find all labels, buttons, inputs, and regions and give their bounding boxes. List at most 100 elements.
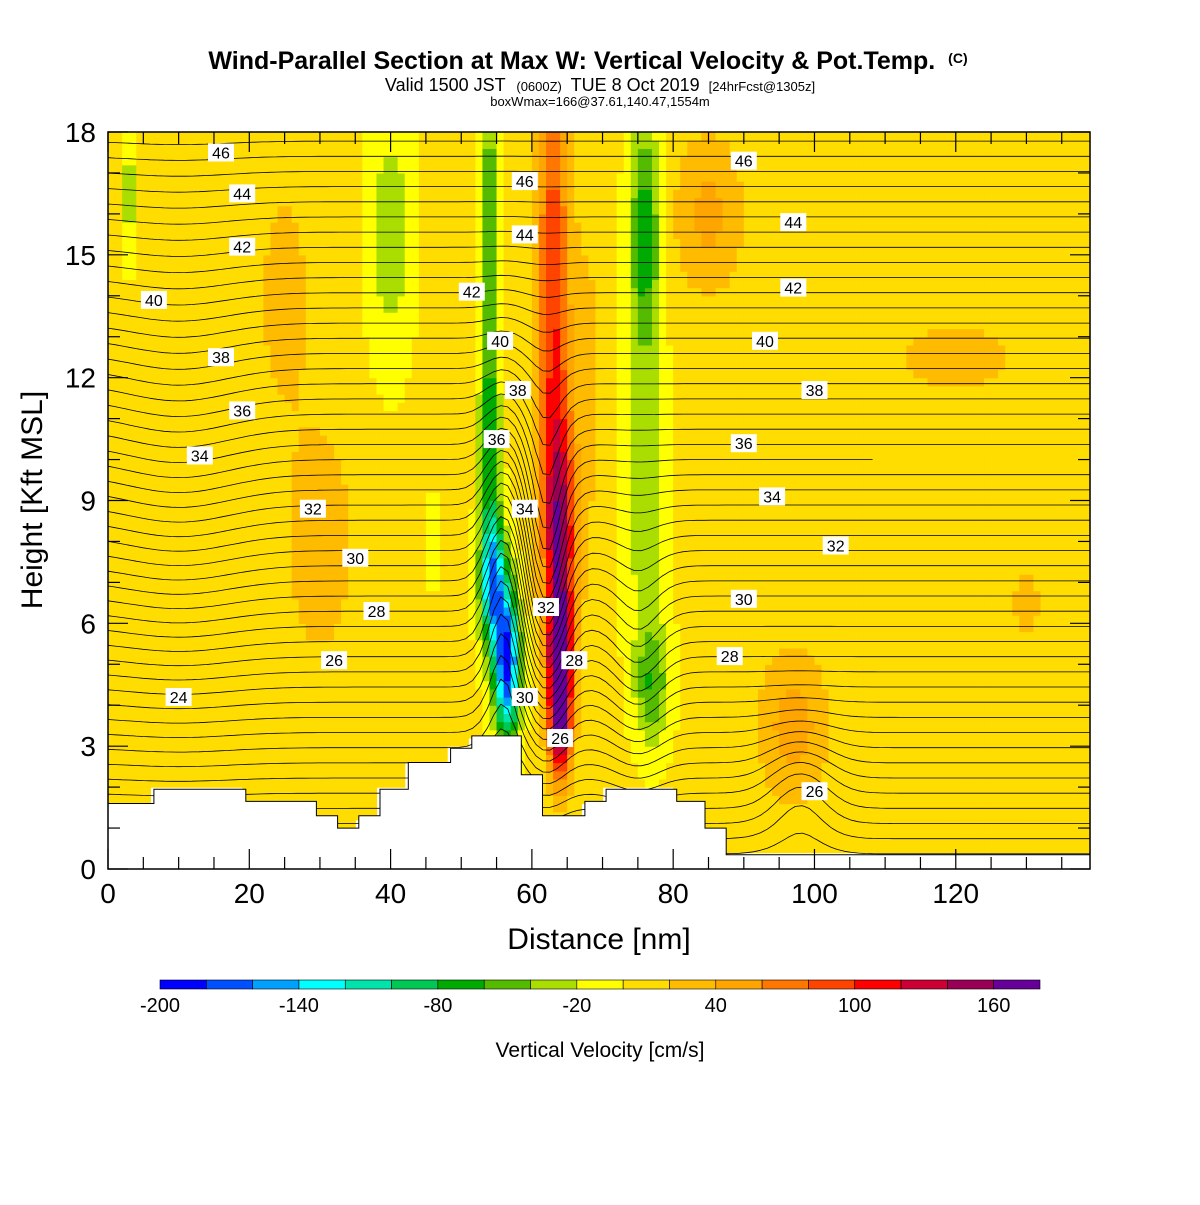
field-cell xyxy=(171,484,180,493)
field-cell xyxy=(461,664,469,674)
field-cell xyxy=(312,189,321,199)
field-cell xyxy=(538,541,547,551)
field-cell xyxy=(199,566,208,575)
field-cell xyxy=(115,664,123,674)
field-cell xyxy=(192,746,201,755)
field-cell xyxy=(192,549,201,559)
field-cell xyxy=(143,664,151,674)
field-cell xyxy=(249,647,257,657)
field-cell xyxy=(432,672,441,682)
field-cell xyxy=(171,516,180,526)
field-cell xyxy=(468,222,476,231)
field-cell xyxy=(185,574,194,583)
field-cell xyxy=(383,132,392,141)
field-cell xyxy=(524,672,533,682)
field-cell xyxy=(404,582,413,592)
field-cell xyxy=(136,328,144,338)
field-cell xyxy=(108,705,116,715)
field-cell xyxy=(164,402,173,412)
field-cell xyxy=(164,484,173,493)
field-cell xyxy=(397,697,406,706)
field-cell xyxy=(199,647,208,657)
field-cell xyxy=(263,402,272,412)
field-cell xyxy=(517,623,526,633)
field-cell xyxy=(355,631,363,641)
field-cell xyxy=(178,631,187,641)
field-cell xyxy=(122,778,130,788)
field-cell xyxy=(383,459,392,469)
field-cell xyxy=(383,156,392,166)
field-cell xyxy=(397,623,406,633)
field-cell xyxy=(468,647,476,657)
field-cell xyxy=(327,132,335,141)
field-cell xyxy=(228,762,236,772)
field-cell xyxy=(235,590,243,600)
field-cell xyxy=(235,631,243,641)
field-cell xyxy=(150,606,159,616)
field-cell xyxy=(178,615,187,624)
field-cell xyxy=(510,549,519,559)
field-cell xyxy=(178,582,187,592)
field-cell xyxy=(263,525,272,534)
field-cell xyxy=(164,238,173,248)
field-cell xyxy=(440,615,448,624)
field-cell xyxy=(418,361,427,371)
field-cell xyxy=(235,369,243,379)
field-cell xyxy=(355,312,363,321)
field-cell xyxy=(482,303,491,313)
field-cell xyxy=(503,475,512,485)
field-cell xyxy=(108,729,116,739)
field-cell xyxy=(362,402,370,412)
field-cell xyxy=(298,656,307,665)
field-cell xyxy=(404,410,413,420)
field-cell xyxy=(524,426,533,436)
field-cell xyxy=(546,615,554,624)
field-cell xyxy=(270,410,279,420)
field-cell xyxy=(249,353,257,362)
field-cell xyxy=(468,500,476,510)
field-cell xyxy=(270,664,279,674)
field-cell xyxy=(284,205,293,215)
field-cell xyxy=(157,475,166,485)
field-cell xyxy=(369,156,378,166)
field-cell xyxy=(327,533,335,543)
field-cell xyxy=(531,680,540,690)
field-cell xyxy=(418,475,427,485)
field-cell xyxy=(164,385,173,395)
field-cell xyxy=(334,688,342,698)
field-cell xyxy=(115,697,123,706)
field-cell xyxy=(369,410,378,420)
field-cell xyxy=(538,639,547,649)
field-cell xyxy=(362,541,370,551)
field-cell xyxy=(348,140,356,149)
field-cell xyxy=(284,672,293,682)
field-cell xyxy=(115,459,123,469)
field-cell xyxy=(150,557,159,567)
field-cell xyxy=(496,197,505,207)
field-cell xyxy=(221,721,229,731)
field-cell xyxy=(249,279,257,289)
field-cell xyxy=(263,426,272,436)
field-cell xyxy=(178,778,187,788)
field-cell xyxy=(284,394,293,403)
field-cell xyxy=(164,254,173,264)
field-cell xyxy=(122,222,130,231)
field-cell xyxy=(546,803,554,813)
field-cell xyxy=(122,762,130,772)
field-cell xyxy=(249,492,257,502)
field-cell xyxy=(213,197,222,207)
field-cell xyxy=(270,426,279,436)
field-cell xyxy=(531,623,540,633)
field-cell xyxy=(447,434,455,444)
field-cell xyxy=(538,721,547,731)
field-cell xyxy=(327,279,335,289)
field-cell xyxy=(489,729,498,739)
field-cell xyxy=(213,303,222,313)
field-cell xyxy=(213,287,222,297)
field-cell xyxy=(249,705,257,715)
field-cell xyxy=(270,631,279,641)
field-cell xyxy=(397,140,406,149)
field-cell xyxy=(263,181,272,190)
field-cell xyxy=(249,713,257,723)
field-cell xyxy=(129,582,137,592)
